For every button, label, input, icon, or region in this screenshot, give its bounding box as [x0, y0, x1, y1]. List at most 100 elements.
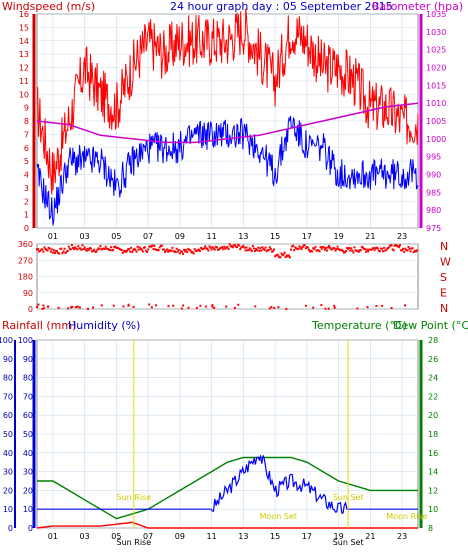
direction-point	[146, 250, 149, 253]
compass-label: S	[440, 271, 447, 284]
direction-point	[291, 245, 294, 248]
temp-tick-label: 24	[428, 374, 438, 383]
direction-point	[69, 248, 72, 251]
direction-point	[214, 245, 217, 248]
direction-point-north	[273, 306, 276, 309]
baro-tick-label: 1030	[426, 28, 446, 37]
direction-point	[307, 248, 310, 251]
direction-point	[288, 256, 291, 259]
direction-point	[197, 248, 200, 251]
direction-point	[369, 248, 372, 251]
direction-point	[356, 249, 359, 252]
direction-point	[117, 247, 120, 250]
direction-point-north	[333, 306, 336, 309]
direction-point	[48, 247, 51, 250]
temp-tick-label: 18	[428, 430, 438, 439]
direction-point	[411, 247, 414, 250]
direction-point-north	[233, 306, 236, 309]
direction-point	[188, 249, 191, 252]
direction-point	[105, 247, 108, 250]
direction-point	[116, 247, 119, 250]
direction-point	[242, 244, 245, 247]
direction-point	[313, 247, 316, 250]
direction-point	[385, 248, 388, 251]
direction-point	[57, 251, 60, 254]
direction-point	[278, 256, 281, 259]
direction-point	[37, 248, 40, 251]
direction-point	[298, 245, 301, 248]
moonrise-label: Moon Rise	[386, 512, 427, 521]
direction-point	[406, 249, 409, 252]
direction-point	[393, 244, 396, 247]
direction-point	[195, 249, 198, 252]
humidity-tick-label: 40	[23, 449, 33, 458]
direction-point	[135, 250, 138, 253]
direction-point	[361, 246, 364, 249]
direction-point	[304, 247, 307, 250]
rainfall-series	[36, 521, 418, 529]
direction-point	[149, 245, 152, 248]
direction-point	[371, 247, 374, 250]
direction-point	[399, 244, 402, 247]
direction-point	[42, 250, 45, 253]
humidity-tick-label: 70	[23, 392, 33, 401]
direction-point	[337, 248, 340, 251]
direction-point	[325, 249, 328, 252]
direction-point	[262, 247, 265, 250]
humidity-tick-label: 10	[23, 505, 33, 514]
direction-point	[351, 249, 354, 252]
direction-point-north	[327, 307, 330, 310]
direction-point	[277, 254, 280, 257]
direction-point	[215, 246, 218, 249]
hour-tick-label: 21	[365, 232, 375, 241]
direction-point	[363, 247, 366, 250]
direction-point	[203, 247, 206, 250]
rain-tick-label: 100	[0, 336, 13, 345]
direction-point	[316, 249, 319, 252]
hour-tick-label: 13	[238, 232, 248, 241]
baro-tick-label: 1005	[426, 117, 446, 126]
direction-point	[270, 250, 273, 253]
direction-point-north	[324, 307, 327, 310]
direction-point-north	[390, 306, 393, 309]
humidity-tick-label: 0	[28, 524, 33, 533]
hour-tick-label: 13	[238, 532, 248, 541]
direction-point	[63, 247, 66, 250]
temperature-axis-label: Temperature (°C)	[311, 319, 407, 332]
direction-point	[408, 247, 411, 250]
direction-point	[331, 248, 334, 251]
direction-point	[290, 248, 292, 251]
direction-point	[140, 248, 143, 251]
hour-tick-label: 03	[80, 232, 90, 241]
direction-point	[218, 248, 221, 251]
direction-point	[168, 249, 171, 252]
direction-point	[61, 252, 64, 255]
wind-tick-label: 16	[19, 10, 29, 19]
direction-point	[323, 248, 326, 251]
direction-point-north	[42, 307, 45, 310]
direction-point	[263, 248, 266, 251]
direction-point	[77, 245, 80, 248]
hour-tick-label: 21	[365, 532, 375, 541]
direction-point	[374, 247, 377, 250]
direction-point	[152, 248, 155, 251]
humidity-tick-label: 60	[23, 411, 33, 420]
direction-point	[74, 246, 77, 249]
direction-point	[64, 251, 67, 254]
direction-point	[367, 250, 370, 253]
direction-point	[388, 245, 391, 248]
barometer-axis-label: Barometer (hpa)	[372, 0, 463, 13]
direction-point	[276, 253, 279, 256]
direction-point	[211, 246, 214, 249]
direction-point	[321, 245, 324, 248]
direction-point	[402, 247, 405, 250]
rain-tick-label: 10	[3, 505, 13, 514]
direction-point	[112, 248, 115, 251]
direction-point	[332, 247, 335, 250]
direction-point	[267, 248, 270, 251]
axis-sunset-label: Sun Set	[333, 538, 364, 547]
direction-point	[343, 251, 346, 254]
direction-point	[158, 246, 161, 249]
